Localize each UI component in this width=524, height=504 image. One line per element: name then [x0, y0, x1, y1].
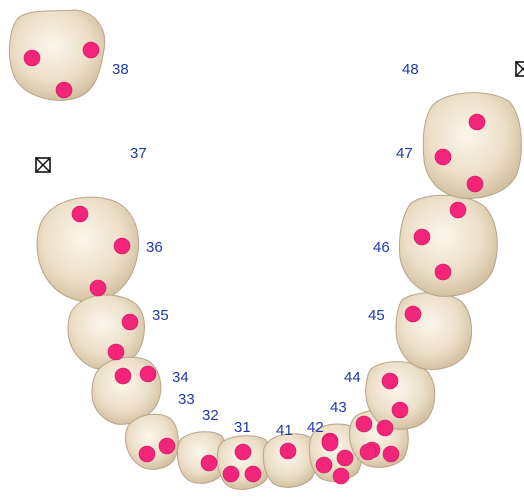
marker-47-3[interactable] — [466, 175, 484, 193]
marker-36-3[interactable] — [89, 279, 107, 297]
marker-44-1[interactable] — [381, 372, 399, 390]
tooth-number-34: 34 — [172, 369, 189, 386]
tooth-number-47: 47 — [396, 145, 413, 162]
tooth-number-43: 43 — [330, 399, 347, 416]
marker-38-1[interactable] — [23, 49, 41, 67]
marker-34-2[interactable] — [139, 365, 157, 383]
marker-32-1[interactable] — [200, 454, 218, 472]
tooth-45[interactable] — [395, 292, 472, 370]
marker-38-3[interactable] — [55, 81, 73, 99]
marker-43-4[interactable] — [382, 445, 400, 463]
marker-46-3[interactable] — [434, 263, 452, 281]
marker-38-2[interactable] — [82, 41, 100, 59]
tooth-46[interactable] — [399, 194, 498, 297]
tooth-number-44: 44 — [344, 369, 361, 386]
tooth-44[interactable] — [365, 361, 436, 430]
marker-36-1[interactable] — [71, 205, 89, 223]
marker-33-1[interactable] — [158, 437, 176, 455]
marker-31-1[interactable] — [234, 443, 252, 461]
tooth-number-37: 37 — [130, 145, 147, 162]
tooth-number-35: 35 — [152, 307, 169, 324]
marker-46-2[interactable] — [413, 228, 431, 246]
marker-35-1[interactable] — [121, 313, 139, 331]
marker-42-3[interactable] — [315, 456, 333, 474]
marker-43-5[interactable] — [359, 443, 377, 461]
tooth-number-46: 46 — [373, 239, 390, 256]
marker-33-2[interactable] — [138, 445, 156, 463]
tooth-number-48: 48 — [402, 61, 419, 78]
tooth-number-32: 32 — [202, 407, 219, 424]
marker-43-2[interactable] — [376, 419, 394, 437]
tooth-number-33: 33 — [178, 391, 195, 408]
marker-35-2[interactable] — [107, 343, 125, 361]
marker-31-3[interactable] — [244, 465, 262, 483]
tooth-32[interactable] — [176, 431, 227, 484]
tooth-number-31: 31 — [234, 419, 251, 436]
marker-45-1[interactable] — [404, 305, 422, 323]
tooth-number-45: 45 — [368, 307, 385, 324]
marker-31-2[interactable] — [222, 465, 240, 483]
marker-43-1[interactable] — [355, 415, 373, 433]
tooth-47[interactable] — [422, 92, 522, 199]
tooth-number-42: 42 — [307, 419, 324, 436]
marker-41-1[interactable] — [279, 442, 297, 460]
tooth-number-38: 38 — [112, 61, 129, 78]
marker-47-1[interactable] — [468, 113, 486, 131]
marker-42-4[interactable] — [332, 467, 350, 485]
tooth-38[interactable] — [8, 9, 106, 101]
tooth-36[interactable] — [36, 196, 140, 303]
tooth-number-36: 36 — [146, 239, 163, 256]
marker-34-1[interactable] — [114, 367, 132, 385]
marker-46-1[interactable] — [449, 201, 467, 219]
missing-tooth-37-crossed-box-icon — [35, 157, 51, 173]
tooth-33[interactable] — [125, 413, 179, 470]
tooth-number-41: 41 — [276, 422, 293, 439]
missing-tooth-48-crossed-box-icon — [515, 61, 524, 77]
marker-42-5[interactable] — [321, 434, 339, 452]
marker-47-2[interactable] — [434, 148, 452, 166]
marker-44-2[interactable] — [391, 401, 409, 419]
marker-36-2[interactable] — [113, 237, 131, 255]
marker-42-2[interactable] — [336, 449, 354, 467]
tooth-41[interactable] — [262, 433, 317, 488]
